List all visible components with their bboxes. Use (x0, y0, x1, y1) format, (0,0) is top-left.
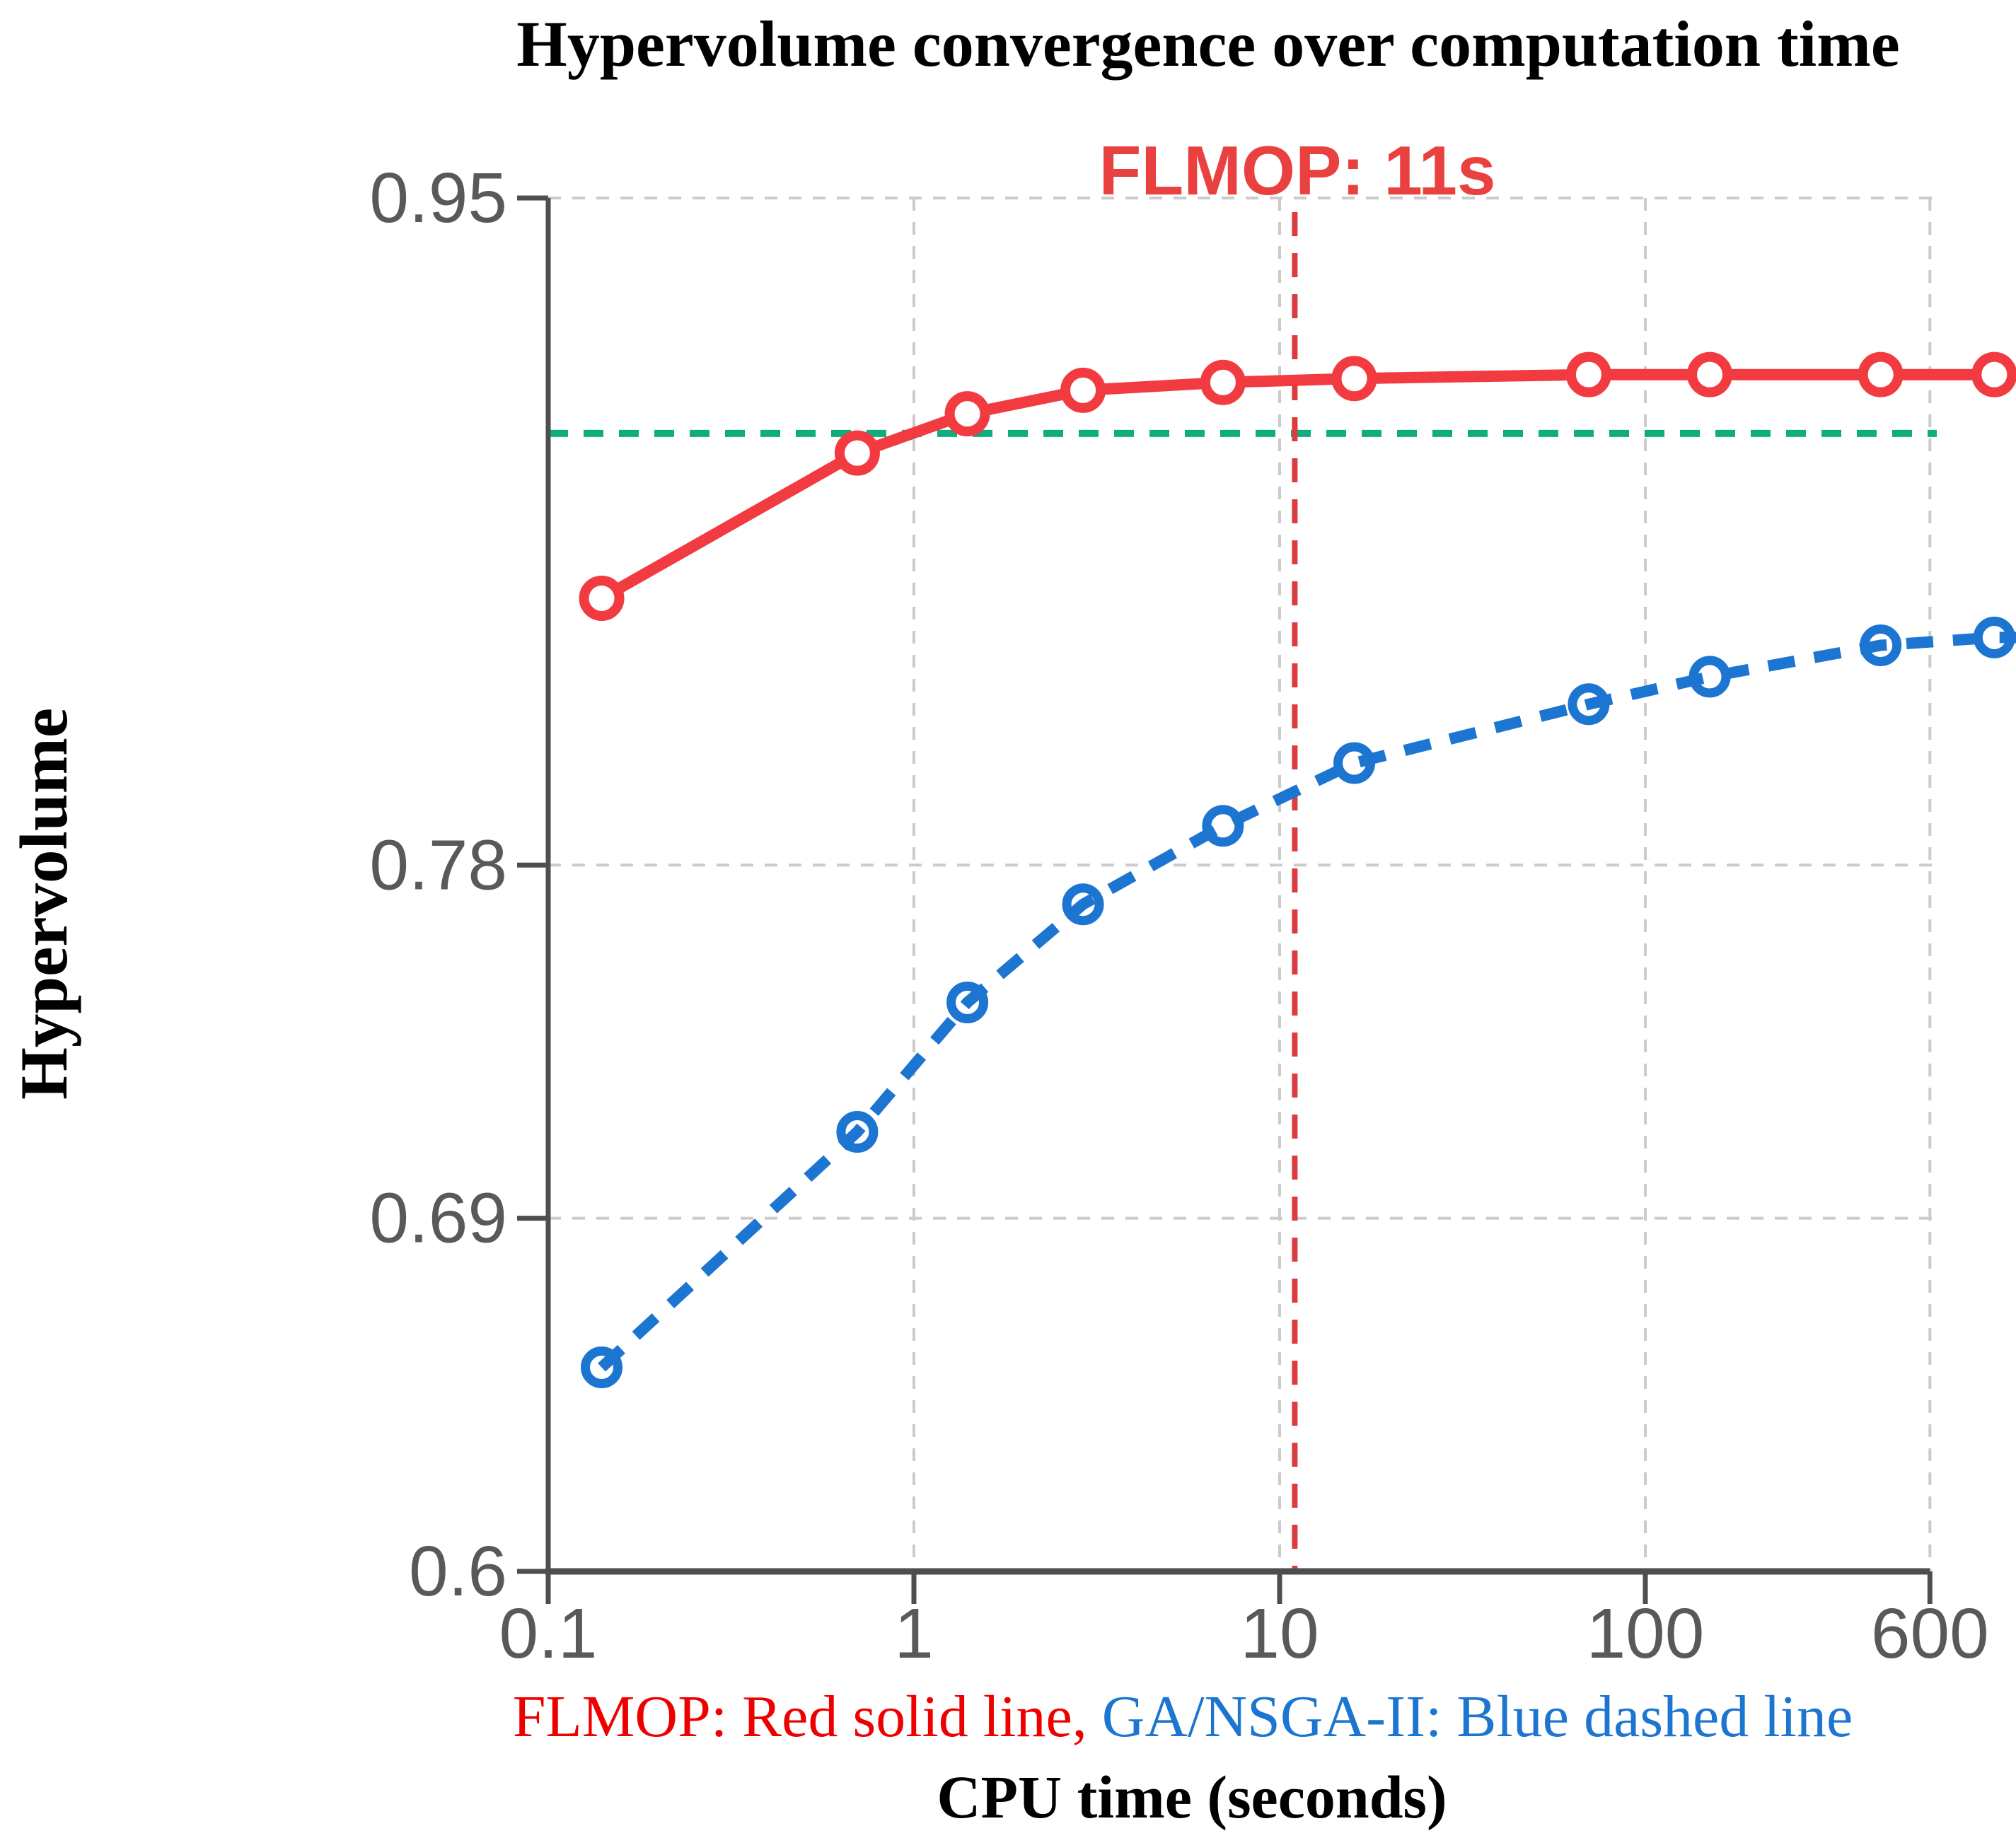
y-axis-title: Hypervolume (6, 707, 81, 1100)
x-axis-title: CPU time (seconds) (937, 1763, 1447, 1831)
flmop-data-marker (834, 430, 880, 476)
x-tick-label: 100 (1587, 1594, 1705, 1673)
flmop-data-marker (944, 391, 990, 437)
flmop-time-annotation: FLMOP: 11s (1099, 132, 1496, 209)
flmop-line (598, 368, 2016, 603)
flmop-data-marker (1971, 351, 2016, 397)
flmop-data-marker (1858, 351, 1904, 397)
y-tick-label: 0.95 (369, 158, 507, 238)
flmop-data-marker (1060, 367, 1106, 413)
y-tick-label: 0.78 (369, 825, 507, 905)
y-tick-label: 0.69 (369, 1179, 507, 1258)
flmop-data-marker (1331, 356, 1377, 402)
flmop-data-marker (1565, 351, 1611, 397)
legend-ga-label: GA/NSGA-II: Blue dashed line (1087, 1684, 1853, 1750)
x-tick-label: 0.1 (499, 1594, 597, 1673)
ga-line (598, 632, 2016, 1372)
x-tick-label: 600 (1871, 1594, 1989, 1673)
chart-title: Hypervolume convergence over computation… (516, 8, 1900, 80)
flmop-data-marker (579, 575, 625, 621)
x-tick-label: 10 (1240, 1594, 1319, 1673)
x-tick-label: 1 (894, 1594, 934, 1673)
legend: FLMOP: Red solid line, GA/NSGA-II: Blue … (513, 1687, 1853, 1747)
legend-flmop-label: FLMOP: Red solid line, (512, 1684, 1087, 1750)
flmop-data-marker (1687, 351, 1733, 397)
flmop-data-marker (1200, 359, 1246, 405)
y-tick-label: 0.6 (409, 1532, 507, 1611)
